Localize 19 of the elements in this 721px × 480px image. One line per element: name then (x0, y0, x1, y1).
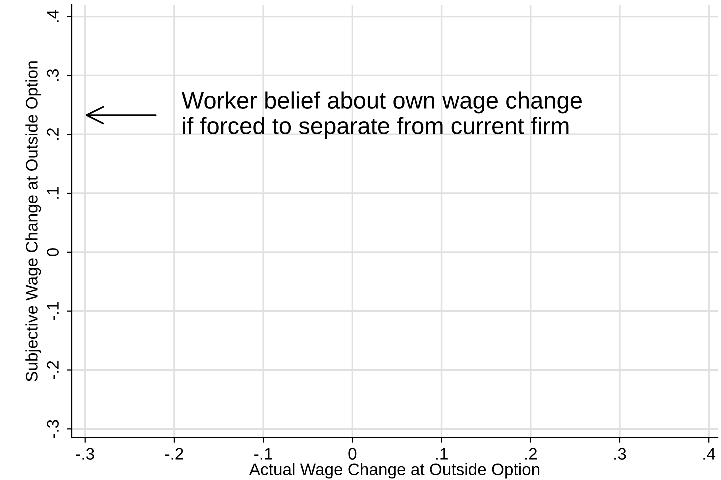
x-tick-label: 0 (348, 448, 357, 460)
annotation: Worker belief about own wage change if forced to separate from current firm (182, 92, 582, 140)
x-tick-label: .1 (436, 448, 448, 460)
x-tick-label: -.2 (165, 448, 184, 460)
y-tick-label: .4 (47, 10, 59, 22)
x-axis-title: Actual Wage Change at Outside Option (249, 463, 540, 479)
y-tick-label: -.3 (47, 420, 59, 438)
x-tick-label: .3 (614, 448, 626, 460)
y-tick-label: 0 (47, 248, 59, 256)
y-tick-label: .3 (47, 69, 59, 82)
x-tick-label: .2 (525, 448, 537, 460)
y-axis-title: Subjective Wage Change at Outside Option (26, 62, 42, 382)
y-tick-label: -.1 (47, 302, 59, 320)
y-tick-label: .1 (47, 187, 59, 199)
y-tick-label: -.2 (47, 361, 59, 380)
x-tick-label: .4 (704, 448, 716, 460)
y-tick-label: .2 (47, 128, 59, 140)
x-tick-label: -.3 (76, 448, 94, 460)
x-tick-label: -.1 (254, 448, 272, 460)
